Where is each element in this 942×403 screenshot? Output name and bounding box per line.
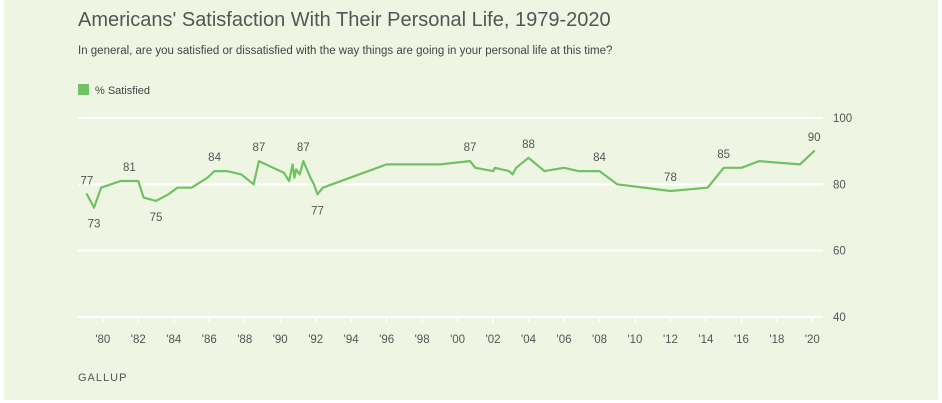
data-label: 78 xyxy=(664,172,677,184)
legend-label: % Satisfied xyxy=(95,85,151,97)
legend: % Satisfied xyxy=(78,84,150,97)
x-tick-label: '14 xyxy=(698,334,714,346)
x-tick-label: '88 xyxy=(237,334,252,346)
x-tick-label: '12 xyxy=(663,334,678,346)
y-tick-label: 40 xyxy=(833,312,846,324)
x-tick-label: '18 xyxy=(769,334,784,346)
chart-title: Americans' Satisfaction With Their Perso… xyxy=(78,9,611,31)
x-tick-label: '92 xyxy=(308,334,323,346)
x-tick-label: '10 xyxy=(627,334,642,346)
x-tick-label: '80 xyxy=(95,334,110,346)
chart-subtitle: In general, are you satisfied or dissati… xyxy=(78,45,613,57)
y-tick-label: 60 xyxy=(833,246,846,258)
legend-swatch xyxy=(78,84,89,95)
x-tick-label: '90 xyxy=(273,334,288,346)
data-label: 77 xyxy=(311,205,324,217)
x-tick-label: '82 xyxy=(131,334,146,346)
data-label: 87 xyxy=(253,142,266,154)
data-label: 75 xyxy=(150,212,163,224)
data-label: 85 xyxy=(717,149,730,161)
data-label: 77 xyxy=(80,175,93,187)
y-tick-label: 100 xyxy=(833,113,852,125)
data-label: 88 xyxy=(522,139,535,151)
data-label: 87 xyxy=(464,142,477,154)
x-tick-label: '94 xyxy=(344,334,360,346)
x-tick-label: '02 xyxy=(486,334,501,346)
x-tick-label: '86 xyxy=(202,334,217,346)
x-tick-label: '20 xyxy=(805,334,820,346)
data-label: 84 xyxy=(208,152,221,164)
y-tick-label: 80 xyxy=(833,179,846,191)
data-label: 87 xyxy=(297,142,310,154)
data-label: 81 xyxy=(123,162,136,174)
x-tick-label: '04 xyxy=(521,334,537,346)
data-label: 90 xyxy=(808,132,821,144)
x-tick-label: '16 xyxy=(734,334,749,346)
x-tick-label: '00 xyxy=(450,334,465,346)
data-label: 73 xyxy=(88,219,101,231)
x-tick-label: '06 xyxy=(557,334,572,346)
series-line-satisfied xyxy=(85,150,816,209)
source-logo-text: GALLUP xyxy=(78,372,128,384)
x-tick-label: '84 xyxy=(166,334,182,346)
x-tick-label: '96 xyxy=(379,334,394,346)
x-tick-label: '08 xyxy=(592,334,607,346)
x-tick-label: '98 xyxy=(415,334,430,346)
data-label: 84 xyxy=(593,152,606,164)
